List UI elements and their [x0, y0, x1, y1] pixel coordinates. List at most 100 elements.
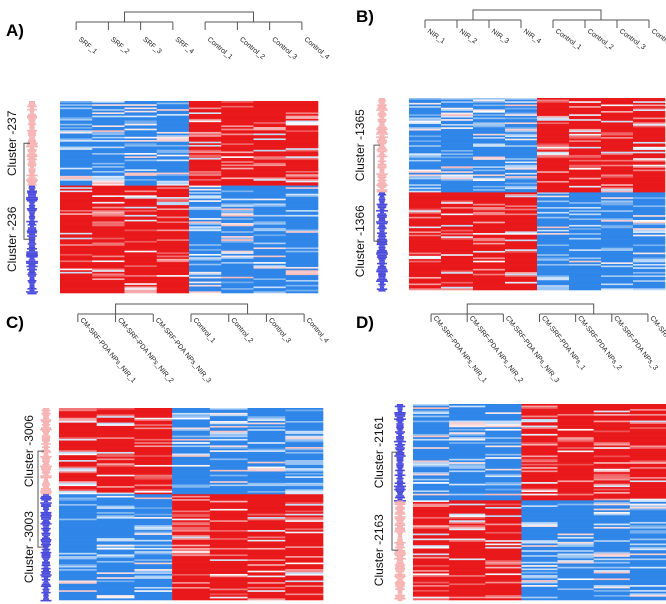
row-cluster-bar [29, 107, 35, 109]
heatmap-cell [441, 150, 474, 152]
heatmap-cell [172, 451, 211, 454]
heatmap-cell [134, 464, 173, 467]
row-cluster-bar [395, 596, 405, 598]
heatmap-cell [172, 534, 211, 537]
heatmap-cell [189, 187, 222, 190]
heatmap-cell [172, 448, 211, 451]
heatmap-cell [633, 106, 666, 109]
heatmap-cell [505, 169, 538, 172]
heatmap-cell [601, 128, 634, 131]
heatmap-cell [413, 511, 450, 514]
heatmap-cell [633, 127, 666, 130]
heatmap-cell [209, 448, 248, 451]
row-cluster-bar [395, 585, 405, 587]
heatmap-cell [253, 159, 287, 162]
heatmap-cell [247, 409, 286, 412]
heatmap-cell [285, 127, 319, 129]
heatmap-cell [134, 526, 173, 529]
heatmap-cell [629, 447, 666, 450]
heatmap-cell [409, 229, 442, 232]
heatmap-cell [285, 526, 324, 529]
heatmap-cell [209, 412, 248, 415]
heatmap-cell [156, 177, 190, 180]
heatmap-cell [134, 590, 173, 593]
heatmap-cell [473, 184, 506, 187]
row-cluster-bar [376, 109, 388, 111]
heatmap-cell [124, 234, 158, 237]
heatmap-cell [60, 266, 93, 269]
heatmap-cell [253, 291, 287, 294]
heatmap-cell [601, 223, 634, 226]
heatmap-cell [285, 236, 319, 238]
heatmap-cell [156, 118, 190, 121]
heatmap-cell [485, 447, 522, 450]
heatmap-cell [633, 207, 666, 209]
heatmap-cell [521, 548, 558, 551]
heatmap-cell [221, 266, 254, 269]
heatmap-cell [59, 562, 98, 565]
heatmap-cell [60, 192, 93, 195]
row-cluster-bar [42, 598, 50, 600]
heatmap-cell [537, 223, 570, 226]
heatmap-cell [156, 223, 190, 225]
heatmap-cell [537, 278, 570, 281]
heatmap-cell [629, 427, 666, 430]
heatmap-cell [285, 546, 324, 549]
heatmap-cell [92, 229, 125, 232]
heatmap-cell [629, 487, 666, 490]
heatmap-cell [633, 119, 666, 122]
heatmap-cell [505, 275, 538, 278]
heatmap-cell [92, 279, 125, 282]
heatmap-cell [485, 438, 522, 441]
heatmap-cell [441, 280, 474, 283]
heatmap-cell [485, 425, 522, 428]
heatmap-cell [247, 565, 286, 568]
row-cluster-bar [397, 593, 403, 595]
heatmap-cell [473, 210, 506, 213]
heatmap-cell [557, 418, 595, 421]
heatmap-cell [60, 247, 93, 250]
heatmap-cell [409, 127, 442, 130]
heatmap-cell [156, 268, 190, 271]
heatmap-cell [505, 205, 538, 208]
heatmap-cell [629, 477, 666, 480]
heatmap-cell [485, 420, 522, 423]
heatmap-cell [124, 144, 158, 147]
heatmap-cell [60, 279, 93, 282]
heatmap-cell [473, 154, 506, 157]
heatmap-cell [221, 224, 254, 227]
heatmap-cell [521, 533, 558, 536]
heatmap-cell [285, 242, 319, 245]
row-cluster-bar [29, 278, 35, 281]
row-cluster-bar [394, 557, 406, 560]
heatmap-cell [60, 166, 93, 169]
heatmap-cell [189, 266, 222, 269]
heatmap-cell [601, 202, 634, 205]
heatmap-cell [413, 516, 450, 519]
row-cluster-bar [396, 543, 404, 546]
heatmap-cell [473, 104, 506, 107]
heatmap-cell [629, 410, 666, 413]
heatmap-cell [413, 538, 450, 541]
heatmap-cell [189, 211, 222, 214]
row-cluster-bar [28, 169, 36, 172]
heatmap-cell [557, 555, 595, 558]
heatmap-cell [633, 154, 666, 157]
row-cluster-bar [28, 222, 36, 225]
heatmap-cell [629, 413, 666, 416]
heatmap-cell [253, 143, 287, 146]
row-cluster-bar [41, 451, 51, 453]
heatmap-cell [633, 226, 666, 229]
heatmap-cell [96, 549, 135, 552]
heatmap-cell [601, 106, 634, 109]
row-cluster-bar [377, 179, 387, 182]
heatmap-cell [629, 576, 666, 579]
heatmap-cell [441, 288, 474, 291]
panel-0: A)SRF_1 SRF_2 SRF_3 SRF_4 Control_1 Control_2… [5, 11, 330, 295]
heatmap-cell [124, 174, 158, 177]
heatmap-cell [209, 414, 248, 417]
heatmap-cell [253, 138, 287, 141]
heatmap-cell [505, 211, 538, 214]
heatmap-cell [134, 538, 173, 541]
heatmap-cell [537, 283, 570, 286]
